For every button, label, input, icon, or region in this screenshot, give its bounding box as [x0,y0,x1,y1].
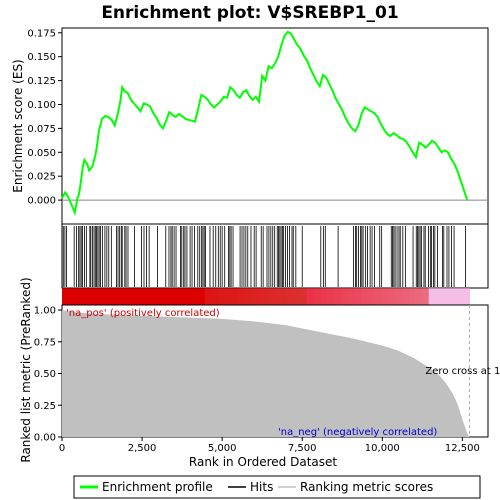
color-band-segment [387,288,396,305]
rank-panel: Zero cross at 1 'na_pos' (positively cor… [19,277,500,469]
color-band-segment [333,288,341,305]
color-band-segment [367,288,375,305]
color-band-segment [360,288,369,305]
pos-label: 'na_pos' (positively correlated) [66,308,220,319]
es-panel-frame [61,27,489,225]
rank-ytick-label: 0.00 [34,433,56,444]
color-band-segment [374,288,382,305]
color-band-segment [272,288,280,305]
legend-label: Ranking metric scores [300,480,433,494]
color-band-segment [224,288,233,305]
color-band-segment [394,288,403,305]
chart-title: Enrichment plot: V$SREBP1_01 [101,3,398,23]
rank-xtick-label: 2,500 [128,443,157,454]
color-band-segment [279,288,287,305]
color-band-segment [102,288,111,305]
es-ytick-label: 0.025 [27,172,56,183]
color-band-segment [421,288,430,305]
color-band-segment [136,288,144,305]
color-band-segment [177,288,185,305]
color-band-segment [449,288,457,305]
color-band-segment [150,288,158,305]
color-band-segment [123,288,131,305]
color-band-segment [313,288,321,305]
color-band-segment [401,288,409,305]
color-band-segment [231,288,240,305]
color-band-segment [218,288,226,305]
color-band-segment [408,288,416,305]
color-band-segment [435,288,443,305]
color-band-segment [258,288,267,305]
color-band-segment [109,288,117,305]
color-band-segment [306,288,314,305]
rank-xtick-label: 10,000 [365,443,400,454]
color-band-segment [455,288,464,305]
rank-ytick-label: 0.25 [34,401,56,412]
es-ytick-label: 0.125 [27,76,56,87]
rank-xtick-label: 5,000 [208,443,237,454]
color-band-segment [265,288,274,305]
color-band-segment [191,288,199,305]
zero-cross-label: Zero cross at 1 [425,366,500,377]
color-band-segment [381,288,389,305]
es-ylabel: Enrichment score (ES) [11,59,25,192]
color-band-segment [204,288,212,305]
es-ytick-label: 0.150 [27,52,56,63]
color-band-segment [428,288,436,305]
color-band-segment [184,288,192,305]
color-band-segment [163,288,172,305]
es-profile-line [61,30,469,216]
color-band-segment [299,288,307,305]
rank-ytick-label: 0.75 [34,337,56,348]
color-band-segment [89,288,97,305]
color-band-segment [442,288,450,305]
legend: Enrichment profile Hits Ranking metric sco… [73,475,481,499]
es-ytick-label: 0.050 [27,148,56,159]
rank-ytick-label: 1.00 [34,306,56,317]
neg-label: 'na_neg' (negatively correlated) [278,427,437,438]
color-band-segment [170,288,178,305]
hits-panel [61,223,489,305]
color-band-segment [95,288,104,305]
legend-box [73,475,481,499]
color-band-segment [75,288,83,305]
color-band-segment [340,288,348,305]
es-ytick-label: 0.075 [27,124,56,135]
color-band-segment [320,288,328,305]
color-band-segment [292,288,301,305]
color-band-segment [129,288,138,305]
rank-ytick-label: 0.50 [34,369,56,380]
es-panel: 0.000 0.025 0.050 0.075 0.100 0.125 0.150 0.175… [11,27,489,225]
color-band-segment [62,288,70,305]
color-band-segment [211,288,219,305]
color-band-segment [252,288,260,305]
color-band-segment [157,288,165,305]
color-band-segment [415,288,423,305]
es-ytick-label: 0.000 [27,196,56,207]
legend-label: Hits [250,480,273,494]
color-band-segment [326,288,335,305]
color-band-segment [238,288,246,305]
color-band-segment [286,288,294,305]
color-band-segment [116,288,124,305]
legend-label: Enrichment profile [102,480,213,494]
color-band-segment [245,288,253,305]
rank-ylabel: Ranked list metric (PreRanked) [19,277,33,462]
color-band-segment [353,288,362,305]
color-band-segment [143,288,151,305]
rank-xtick-label: 7,500 [288,443,317,454]
rank-xtick-label: 0 [59,443,65,454]
color-band-segment [462,288,470,305]
ranking-metric-area [62,310,470,437]
rank-xtick-label: 12,500 [445,443,480,454]
color-band-segment [68,288,77,305]
color-band-segment [82,288,90,305]
es-ytick-label: 0.175 [27,28,56,39]
color-band-segment [197,288,206,305]
color-band-segment [347,288,355,305]
es-ytick-label: 0.100 [27,100,56,111]
rank-xlabel: Rank in Ordered Dataset [189,455,337,469]
